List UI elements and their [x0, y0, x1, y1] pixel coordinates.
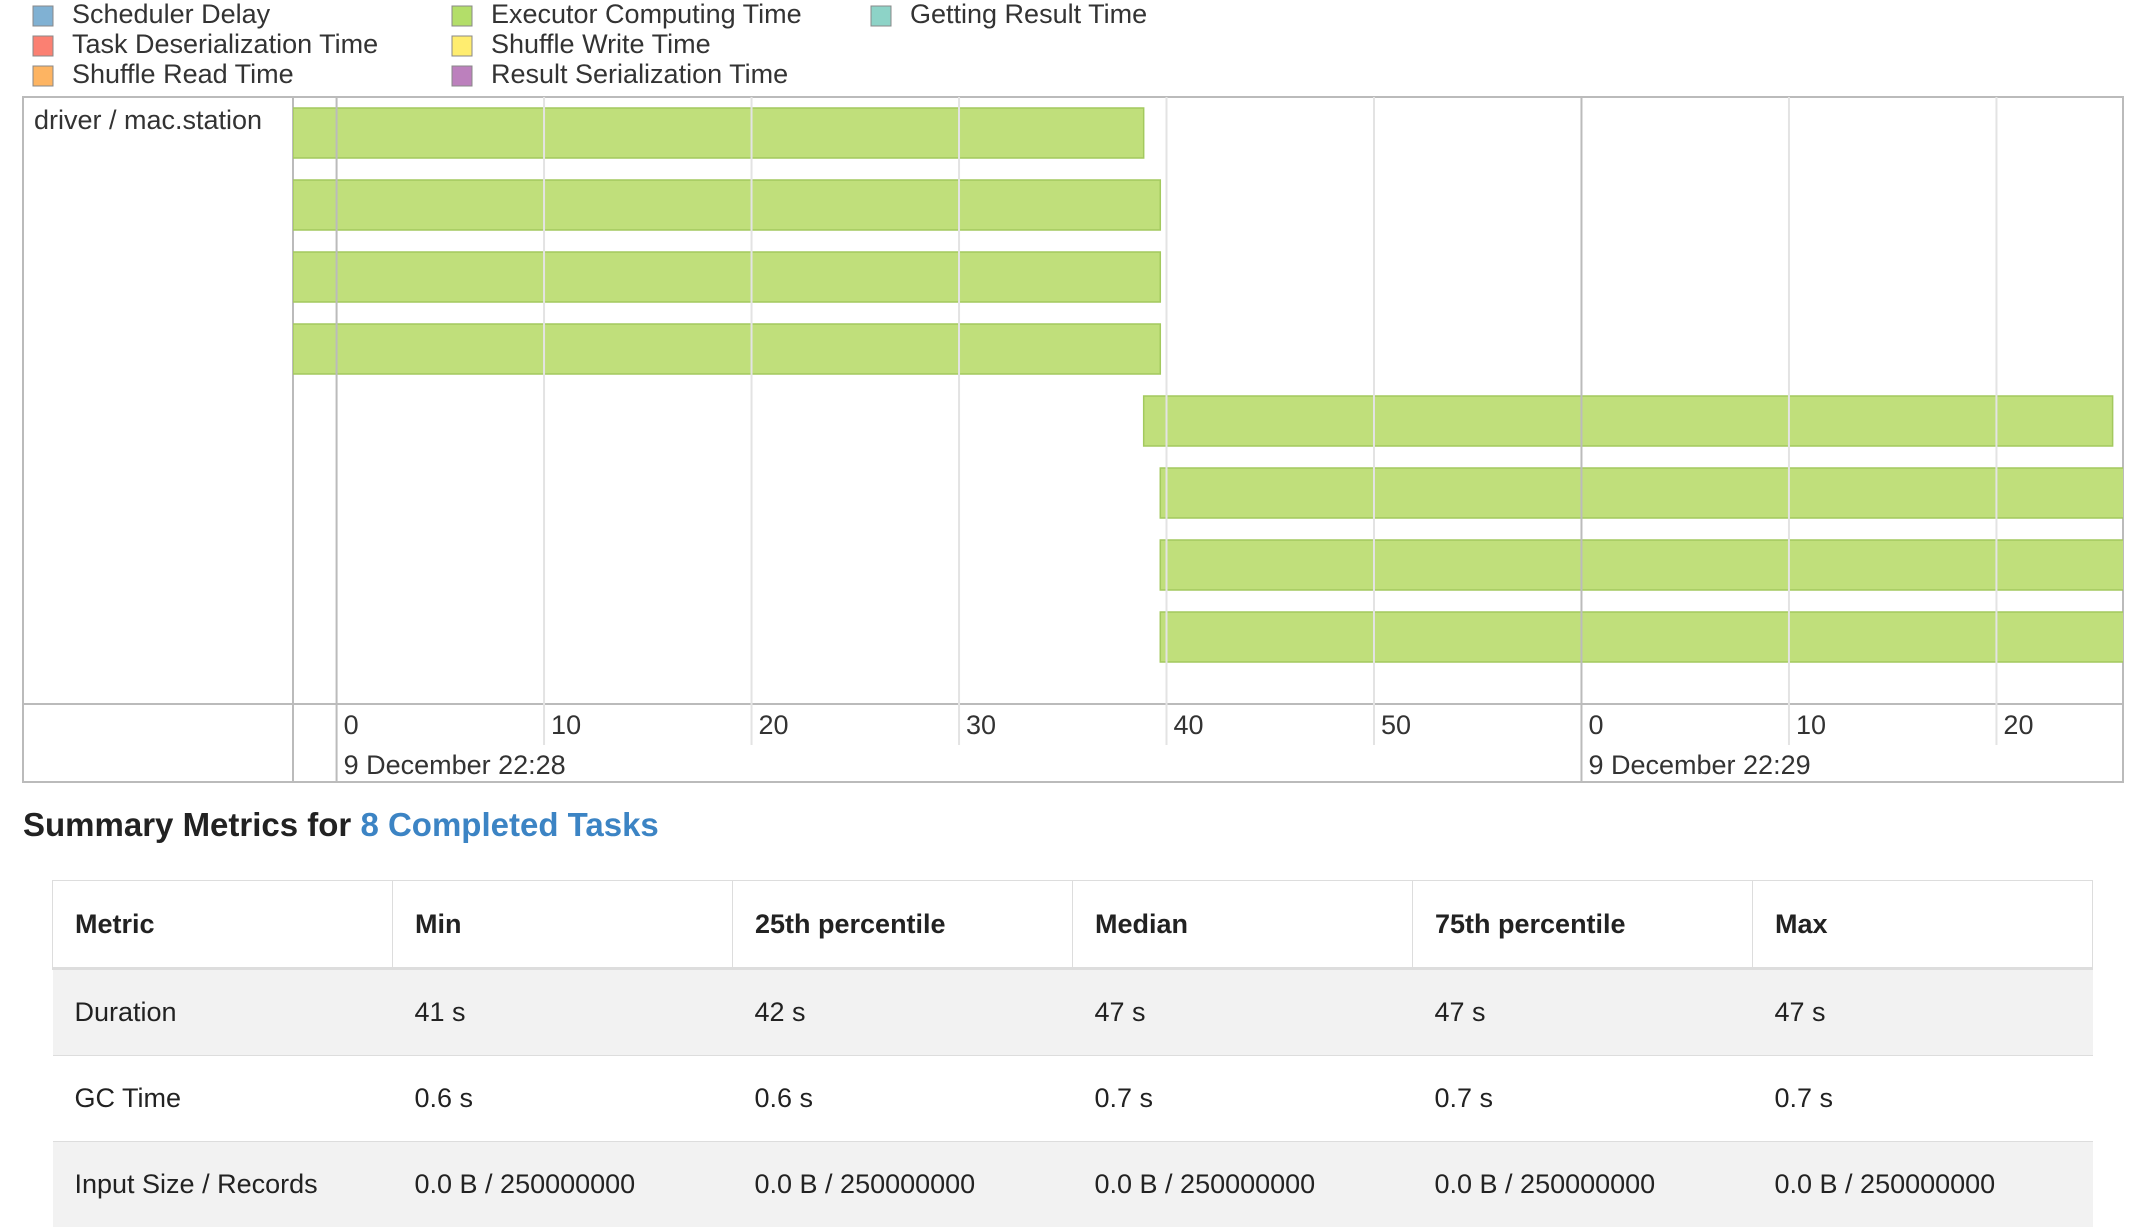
- legend-swatch: [33, 6, 53, 26]
- legend-label: Getting Result Time: [910, 0, 1147, 29]
- x-tick-label: 20: [2003, 710, 2033, 740]
- header-cell: Metric: [53, 881, 393, 969]
- legend-swatch: [871, 6, 891, 26]
- summary-title: Summary Metrics for: [23, 806, 351, 843]
- table-cell: GC Time: [53, 1056, 393, 1142]
- timeline: driver / mac.station Scheduler DelayTask…: [0, 0, 2140, 800]
- x-tick-label: 10: [1796, 710, 1826, 740]
- task-bar: [293, 324, 1160, 374]
- legend-label: Task Deserialization Time: [72, 29, 378, 59]
- legend-label: Executor Computing Time: [491, 0, 802, 29]
- header-cell: 75th percentile: [1413, 881, 1753, 969]
- x-tick-label: 40: [1174, 710, 1204, 740]
- table-cell: 0.7 s: [1073, 1056, 1413, 1142]
- table-cell: Duration: [53, 969, 393, 1056]
- legend-swatch: [33, 66, 53, 86]
- table-cell: Input Size / Records: [53, 1142, 393, 1227]
- legend-label: Result Serialization Time: [491, 59, 788, 89]
- date-label: 9 December 22:28: [344, 750, 566, 780]
- task-bar: [1160, 468, 2135, 518]
- date-label: 9 December 22:29: [1588, 750, 1810, 780]
- header-cell: 25th percentile: [733, 881, 1073, 969]
- row-label: driver / mac.station: [34, 105, 262, 135]
- table-cell: 47 s: [1753, 969, 2093, 1056]
- table-cell: 42 s: [733, 969, 1073, 1056]
- summary-heading: Summary Metrics for 8 Completed Tasks: [23, 806, 659, 844]
- legend-label: Shuffle Read Time: [72, 59, 294, 89]
- header-cell: Max: [1753, 881, 2093, 969]
- task-bar: [1144, 396, 2113, 446]
- x-tick-label: 50: [1381, 710, 1411, 740]
- x-tick-label: 0: [344, 710, 359, 740]
- table-cell: 0.0 B / 250000000: [393, 1142, 733, 1227]
- legend-label: Shuffle Write Time: [491, 29, 711, 59]
- legend-swatch: [452, 36, 472, 56]
- header-cell: Min: [393, 881, 733, 969]
- legend-swatch: [452, 6, 472, 26]
- table-cell: 0.0 B / 250000000: [1073, 1142, 1413, 1227]
- task-bar: [1160, 612, 2135, 662]
- table-cell: 0.7 s: [1753, 1056, 2093, 1142]
- completed-tasks-link[interactable]: 8 Completed Tasks: [360, 806, 658, 843]
- task-bar: [293, 180, 1160, 230]
- task-bar: [293, 108, 1144, 158]
- x-tick-label: 20: [759, 710, 789, 740]
- header-cell: Median: [1073, 881, 1413, 969]
- x-tick-label: 0: [1588, 710, 1603, 740]
- table-cell: 41 s: [393, 969, 733, 1056]
- table-cell: 0.0 B / 250000000: [1753, 1142, 2093, 1227]
- legend-swatch: [452, 66, 472, 86]
- table-cell: 0.6 s: [393, 1056, 733, 1142]
- table-cell: 0.7 s: [1413, 1056, 1753, 1142]
- legend-swatch: [33, 36, 53, 56]
- table-cell: 0.0 B / 250000000: [1413, 1142, 1753, 1227]
- x-tick-label: 10: [551, 710, 581, 740]
- table-cell: 0.6 s: [733, 1056, 1073, 1142]
- table-cell: 47 s: [1073, 969, 1413, 1056]
- x-tick-label: 30: [966, 710, 996, 740]
- task-bar: [1160, 540, 2135, 590]
- legend-label: Scheduler Delay: [72, 0, 271, 29]
- table-cell: 0.0 B / 250000000: [733, 1142, 1073, 1227]
- table-cell: 47 s: [1413, 969, 1753, 1056]
- task-bar: [293, 252, 1160, 302]
